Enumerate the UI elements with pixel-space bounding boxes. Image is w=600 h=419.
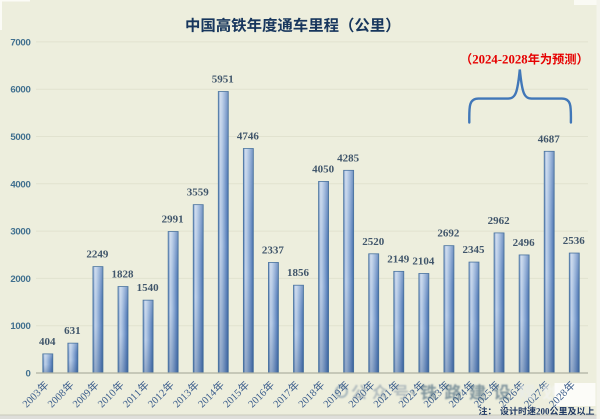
svg-text:2962: 2962 — [488, 215, 511, 227]
svg-text:4000: 4000 — [10, 179, 30, 190]
svg-text:1856: 1856 — [287, 267, 310, 279]
svg-text:2149: 2149 — [387, 253, 410, 265]
svg-text:2496: 2496 — [513, 237, 536, 249]
svg-text:4285: 4285 — [337, 152, 360, 164]
svg-text:5951: 5951 — [212, 74, 234, 86]
svg-text:1828: 1828 — [112, 269, 135, 281]
svg-text:2337: 2337 — [262, 245, 285, 257]
svg-text:0: 0 — [25, 369, 30, 380]
svg-text:404: 404 — [39, 336, 56, 348]
svg-text:4050: 4050 — [312, 163, 335, 175]
svg-text:2104: 2104 — [412, 256, 435, 268]
svg-text:2024-2028: 2024-2028 — [472, 53, 527, 67]
svg-text:4746: 4746 — [237, 131, 260, 143]
svg-text:6000: 6000 — [10, 85, 30, 96]
svg-text:3559: 3559 — [187, 187, 210, 199]
svg-text:1540: 1540 — [137, 282, 160, 294]
svg-text:2692: 2692 — [437, 228, 460, 240]
svg-text:200: 200 — [536, 406, 550, 416]
svg-text:2991: 2991 — [162, 214, 184, 226]
svg-text:2536: 2536 — [563, 235, 586, 247]
svg-text:631: 631 — [64, 325, 81, 337]
svg-text:3000: 3000 — [10, 227, 30, 238]
svg-text:1000: 1000 — [10, 321, 30, 332]
svg-text:7000: 7000 — [10, 37, 30, 48]
svg-text:5000: 5000 — [10, 132, 30, 143]
svg-text:2345: 2345 — [463, 244, 486, 256]
svg-text:2000: 2000 — [10, 274, 30, 285]
svg-text:2249: 2249 — [86, 249, 109, 261]
svg-text:4687: 4687 — [538, 133, 561, 145]
svg-text:2520: 2520 — [362, 236, 385, 248]
